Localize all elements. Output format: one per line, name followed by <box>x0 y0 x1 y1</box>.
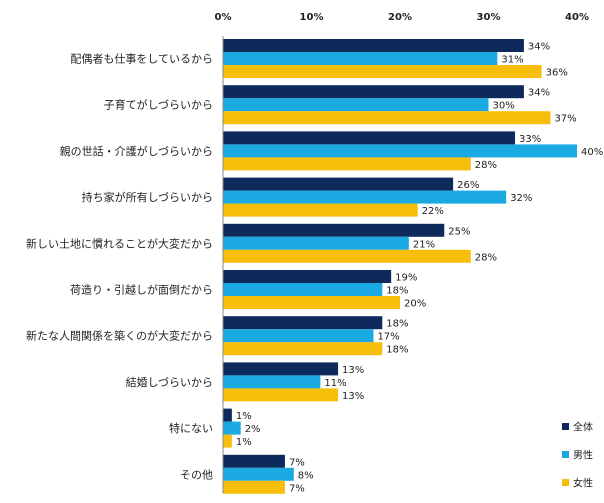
data-label: 11% <box>324 378 346 389</box>
category-label: 結婚しづらいから <box>126 375 213 389</box>
bar <box>223 223 445 237</box>
bar <box>223 454 285 468</box>
data-label: 28% <box>475 160 497 171</box>
x-tick-label: 30% <box>477 12 501 23</box>
bars <box>223 39 577 494</box>
data-label: 21% <box>413 239 435 250</box>
data-label: 1% <box>236 411 252 422</box>
bar <box>223 270 392 283</box>
x-axis-ticks: 0% 10% 20% 30% 40% <box>215 12 589 23</box>
x-tick-label: 10% <box>300 12 324 23</box>
data-label: 28% <box>475 252 497 263</box>
bar <box>223 388 339 402</box>
data-label: 25% <box>448 226 470 237</box>
data-label: 1% <box>236 437 252 448</box>
legend-label: 全体 <box>573 421 593 434</box>
data-labels: 34% 31% 36% 34% 30% 37% 33% 40% 28% 26% 32% 22% 25% 2… <box>236 42 603 495</box>
data-label: 19% <box>395 273 417 284</box>
category-label: 子育てがしづらいから <box>104 98 213 112</box>
data-label: 31% <box>501 55 523 66</box>
bar <box>223 236 409 250</box>
data-label: 33% <box>519 134 541 145</box>
data-label: 2% <box>245 424 261 435</box>
data-label: 8% <box>298 470 314 481</box>
bar <box>223 329 374 343</box>
category-label: その他 <box>180 468 213 481</box>
data-label: 36% <box>546 68 568 79</box>
bar <box>223 52 498 65</box>
data-label: 34% <box>528 88 550 99</box>
legend-label: 女性 <box>573 477 593 490</box>
x-tick-label: 0% <box>215 12 232 23</box>
data-label: 17% <box>377 332 399 343</box>
legend-swatch <box>562 423 569 430</box>
bar <box>223 131 516 145</box>
data-label: 20% <box>404 299 426 310</box>
category-label: 新たな人間関係を築くのが大変だから <box>26 329 213 343</box>
bar <box>223 249 471 263</box>
bar <box>223 467 294 481</box>
data-label: 13% <box>342 365 364 376</box>
bar <box>223 85 524 99</box>
data-label: 32% <box>510 193 532 204</box>
bar <box>223 190 507 204</box>
category-label: 持ち家が所有しづらいから <box>82 190 213 204</box>
category-label: 新しい土地に慣れることが大変だから <box>26 236 213 250</box>
bar <box>223 342 383 356</box>
data-label: 18% <box>386 345 408 356</box>
data-label: 37% <box>554 114 576 125</box>
bar <box>223 65 542 78</box>
x-tick-label: 20% <box>388 12 412 23</box>
bar <box>223 375 321 389</box>
bar <box>223 434 232 448</box>
bar <box>223 157 471 171</box>
category-label: 荷造り・引越しが面倒だから <box>70 283 213 297</box>
data-label: 26% <box>457 180 479 191</box>
data-label: 40% <box>581 147 603 158</box>
legend-label: 男性 <box>573 449 593 462</box>
data-label: 34% <box>528 42 550 53</box>
bar <box>223 144 577 158</box>
category-label: 特にない <box>169 421 213 435</box>
data-label: 18% <box>386 319 408 330</box>
legend-swatch <box>562 451 569 458</box>
bar <box>223 39 524 52</box>
category-labels: 配偶者も仕事をしているから子育てがしづらいから親の世話・介護がしづらいから持ち家… <box>26 53 213 482</box>
bar <box>223 316 383 330</box>
bar <box>223 296 400 309</box>
bar <box>223 421 241 435</box>
bar <box>223 111 551 125</box>
bar <box>223 203 418 217</box>
x-tick-label: 40% <box>565 12 589 23</box>
data-label: 22% <box>422 206 444 217</box>
bar <box>223 177 454 191</box>
data-label: 13% <box>342 391 364 402</box>
bar <box>223 98 489 112</box>
data-label: 30% <box>493 101 515 112</box>
bar <box>223 408 232 422</box>
bar <box>223 362 339 376</box>
bar <box>223 480 285 494</box>
legend-swatch <box>562 479 569 486</box>
category-label: 親の世話・介護がしづらいから <box>60 144 213 158</box>
bar <box>223 283 383 296</box>
category-label: 配偶者も仕事をしているから <box>70 53 213 66</box>
data-label: 7% <box>289 483 305 494</box>
data-label: 18% <box>386 286 408 297</box>
data-label: 7% <box>289 457 305 468</box>
